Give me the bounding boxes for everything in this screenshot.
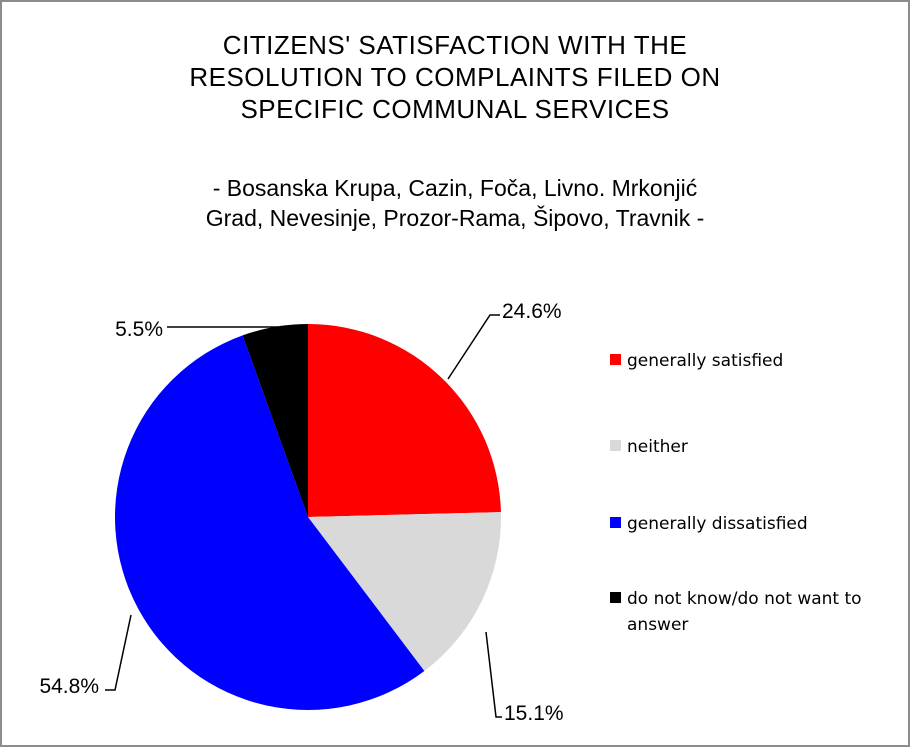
data-label: 15.1%: [504, 702, 564, 725]
chart-subtitle: - Bosanska Krupa, Cazin, Foča, Livno. Mr…: [2, 173, 908, 233]
chart-title-line: CITIZENS' SATISFACTION WITH THE: [222, 30, 688, 60]
data-label: 5.5%: [115, 318, 163, 341]
chart-subtitle-line: - Bosanska Krupa, Cazin, Foča, Livno. Mr…: [212, 175, 698, 201]
data-label: 54.8%: [39, 675, 99, 698]
legend-label: generally satisfied: [627, 351, 784, 371]
chart-title-line: SPECIFIC COMMUNAL SERVICES: [240, 94, 670, 124]
legend-label: generally dissatisfied: [627, 514, 808, 534]
pie-slice-do-not-know-do-not-want-to-answer: [242, 324, 308, 517]
chart-subtitle-line: Grad, Nevesinje, Prozor-Rama, Šipovo, Tr…: [205, 205, 705, 231]
pie-slice-generally-dissatisfied: [114, 335, 425, 711]
chart-title: CITIZENS' SATISFACTION WITH THE RESOLUTI…: [2, 29, 908, 125]
leader-line: [105, 614, 132, 691]
legend-item: generally dissatisfied: [610, 511, 907, 537]
leader-line: [447, 314, 500, 380]
data-label: 24.6%: [502, 300, 562, 323]
legend-item: do not know/do not want to answer: [610, 586, 907, 638]
legend-swatch: [610, 517, 621, 528]
legend-swatch: [610, 440, 621, 451]
legend-label: do not know/do not want to answer: [627, 589, 862, 635]
pie-slice-neither: [308, 512, 501, 671]
legend-label: neither: [627, 437, 688, 457]
leader-line: [485, 631, 502, 718]
legend-swatch: [610, 592, 621, 603]
legend-item: neither: [610, 434, 907, 460]
legend-swatch: [610, 354, 621, 365]
pie-slice-generally-satisfied: [308, 324, 501, 517]
legend-item: generally satisfied: [610, 348, 907, 374]
chart-title-line: RESOLUTION TO COMPLAINTS FILED ON: [189, 62, 721, 92]
